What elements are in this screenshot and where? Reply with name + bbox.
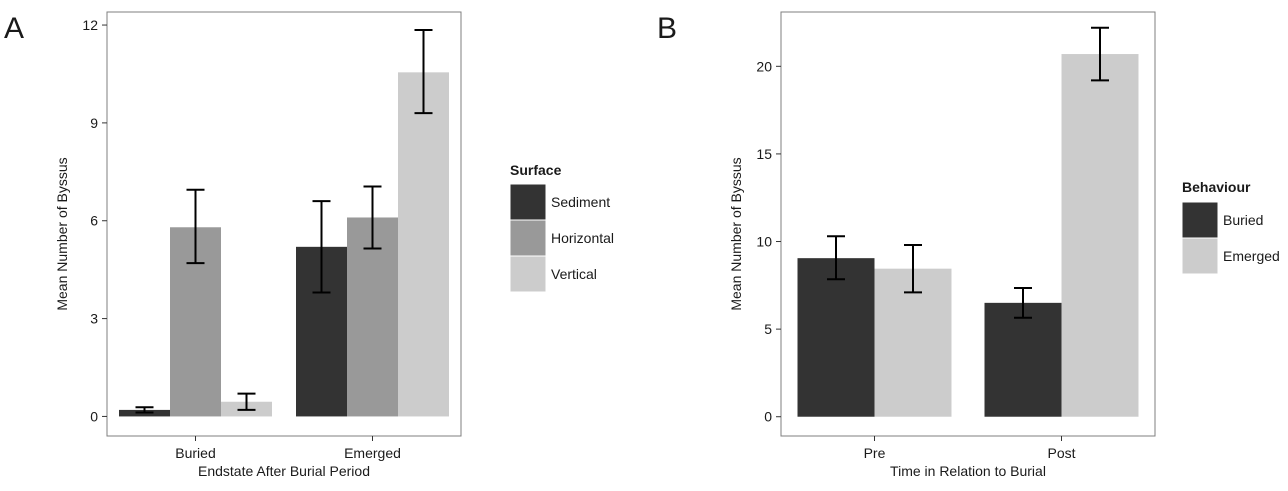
chart-panel-a: 0 3 6 9 12 Buried Emerged Endstate After Burial… (54, 11, 614, 479)
legend-title: Behaviour (1182, 179, 1251, 195)
y-tick-label: 9 (90, 115, 98, 131)
legend-label: Horizontal (551, 230, 614, 246)
y-tick-label: 15 (756, 146, 772, 162)
legend-key-buried (1181, 201, 1219, 239)
plot-border (780, 11, 1156, 437)
bar-horizontal (347, 217, 398, 417)
y-tick-label: 6 (90, 213, 98, 229)
y-tick-label: 10 (756, 234, 772, 250)
bar-vertical (398, 72, 449, 417)
x-axis-title: Time in Relation to Burial (890, 463, 1046, 479)
bar-emerged (874, 268, 952, 417)
y-tick-label: 3 (90, 311, 98, 327)
error-bar (1091, 26, 1109, 82)
error-bar (1014, 286, 1032, 319)
error-bar (827, 235, 845, 281)
legend-label: Buried (1223, 212, 1263, 228)
error-bar (186, 188, 205, 265)
error-bar (363, 185, 382, 250)
y-tick-label: 20 (756, 58, 772, 74)
y-axis-title: Mean Number of Byssus (54, 157, 70, 310)
y-axis-title: Mean Number of Byssus (728, 157, 744, 310)
bar-buried (984, 302, 1062, 417)
panel-label-a: A (4, 12, 24, 45)
legend-key-sediment (509, 183, 547, 221)
y-tick-label: 0 (90, 408, 98, 424)
y-tick-label: 5 (764, 321, 772, 337)
bar-emerged (1061, 54, 1139, 417)
y-tick-label: 0 (764, 409, 772, 425)
error-bar (312, 200, 331, 294)
error-bar (237, 392, 256, 411)
x-tick-label: Emerged (344, 445, 401, 461)
y-tick-label: 12 (82, 17, 98, 33)
x-axis-title: Endstate After Burial Period (198, 463, 370, 479)
legend-title: Surface (510, 162, 562, 178)
legend-label: Sediment (551, 194, 610, 210)
error-bar (135, 406, 154, 414)
x-tick-label: Post (1047, 445, 1075, 461)
error-bar (414, 28, 433, 115)
panel-label-b: B (657, 12, 677, 45)
legend-label: Emerged (1223, 248, 1280, 264)
legend-key-vertical (509, 255, 547, 293)
plot-border (106, 11, 462, 437)
x-tick-label: Pre (864, 445, 886, 461)
legend-key-horizontal (509, 219, 547, 257)
legend-label: Vertical (551, 266, 597, 282)
bar-buried (797, 258, 875, 417)
x-tick-label: Buried (175, 445, 215, 461)
error-bar (904, 244, 922, 294)
legend-key-emerged (1181, 237, 1219, 275)
